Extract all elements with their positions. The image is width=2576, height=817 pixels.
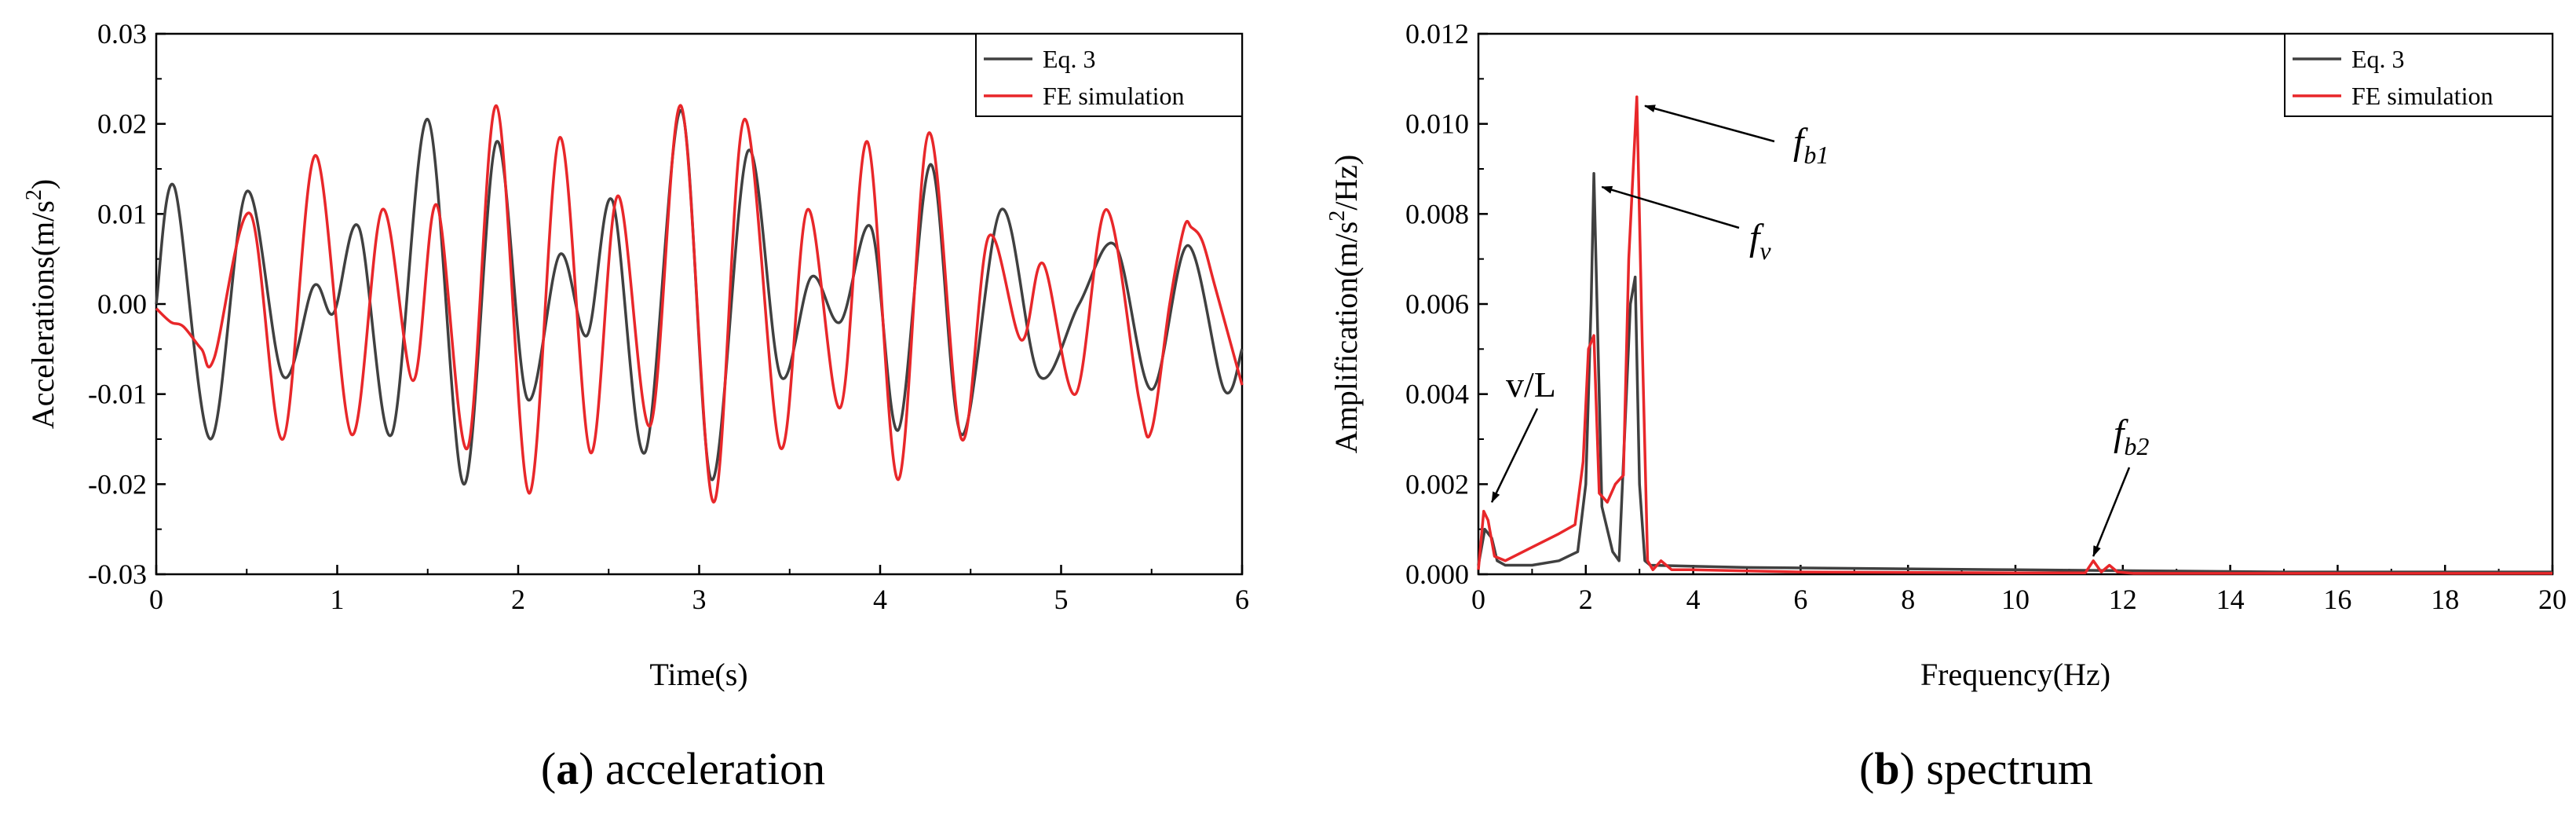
legend-box-b [2284, 33, 2553, 117]
y-axis-label-b: Amplification(m/s2/Hz) [1325, 155, 1364, 454]
annotation-fb1-sub: b1 [1803, 141, 1829, 169]
ticks-a: 0 1 2 3 4 5 6 -0.03 -0.02 -0.01 0.00 0.01 0.02 0.03 [88, 18, 1249, 615]
x-tick-label-b: 4 [1686, 584, 1701, 615]
y-axis-label-a-main: Accelerations(m/s [25, 200, 60, 429]
legend-label-eq3-b: Eq. 3 [2351, 45, 2405, 73]
series-line-fe-simulation-a [155, 104, 1244, 504]
annotation-fb2: fb2 [2114, 412, 2149, 460]
arrow-fb1 [1644, 104, 1775, 143]
arrow-vl [1490, 408, 1539, 504]
y-tick-label-a: 0.00 [97, 288, 147, 320]
annotation-fb1: fb1 [1793, 121, 1829, 169]
y-tick-label-a: 0.02 [97, 108, 147, 140]
x-tick-label-a: 2 [511, 584, 525, 615]
x-tick-label-b: 18 [2431, 584, 2459, 615]
y-tick-label-a: 0.03 [97, 18, 147, 49]
annotation-fv: fv [1749, 217, 1771, 265]
x-tick-label-b: 10 [2001, 584, 2030, 615]
x-tick-label-b: 16 [2323, 584, 2351, 615]
series-line-fe-simulation-b [1477, 95, 2552, 575]
x-tick-label-b: 12 [2109, 584, 2137, 615]
y-tick-label-a: -0.01 [88, 379, 147, 410]
x-tick-label-b: 6 [1793, 584, 1807, 615]
legend-b: Eq. 3 FE simulation [2284, 33, 2553, 117]
legend-label-eq3-a: Eq. 3 [1043, 45, 1096, 73]
y-tick-label-a: 0.01 [97, 198, 147, 229]
y-tick-label-b: 0.008 [1405, 198, 1469, 229]
y-axis-label-a: Accelerations(m/s2) [22, 179, 60, 429]
caption-a-letter: a [556, 743, 579, 794]
x-tick-label-a: 1 [331, 584, 345, 615]
x-tick-label-b: 20 [2538, 584, 2567, 615]
annotation-fb2-sub: b2 [2124, 432, 2149, 460]
x-tick-label-b: 2 [1579, 584, 1593, 615]
y-axis-label-a-tail: ) [25, 179, 60, 189]
x-axis-label-a: Time(s) [649, 657, 747, 692]
y-tick-label-a: -0.02 [88, 468, 147, 500]
legend-a: Eq. 3 FE simulation [975, 33, 1243, 117]
x-tick-label-b: 14 [2216, 584, 2245, 615]
y-tick-label-b: 0.000 [1405, 559, 1469, 590]
y-axis-label-b-main: Amplification(m/s [1328, 222, 1364, 454]
annotation-fv-sub: v [1759, 236, 1771, 265]
y-tick-label-b: 0.012 [1405, 18, 1469, 49]
caption-b: (b) spectrum [1859, 743, 2093, 794]
y-tick-label-a: -0.03 [88, 559, 147, 590]
x-tick-label-a: 5 [1054, 584, 1069, 615]
caption-b-text: ) spectrum [1900, 743, 2093, 794]
y-axis-label-b-tail: /Hz) [1328, 155, 1364, 211]
y-tick-label-b: 0.002 [1405, 468, 1469, 500]
panel-a: 0 1 2 3 4 5 6 -0.03 -0.02 -0.01 0.00 0.01 0.02 0.03 E… [22, 18, 1249, 794]
series-b [1477, 95, 2552, 575]
x-tick-label-a: 0 [149, 584, 163, 615]
legend-label-fe-a: FE simulation [1043, 82, 1184, 110]
legend-box-a [975, 33, 1243, 117]
y-axis-label-a-sup: 2 [22, 189, 46, 200]
caption-b-letter: b [1874, 743, 1899, 794]
panel-b: 0 2 4 6 8 10 12 14 16 18 20 0.000 0.002 0.004 0.006 0.0… [1325, 18, 2567, 794]
annotation-vl: v/L [1506, 365, 1556, 405]
y-tick-label-b: 0.004 [1405, 379, 1469, 410]
arrow-fb2 [2092, 467, 2131, 557]
y-axis-label-b-sup: 2 [1325, 211, 1350, 222]
x-tick-label-b: 0 [1471, 584, 1485, 615]
caption-a: (a) acceleration [541, 743, 825, 794]
y-tick-label-b: 0.006 [1405, 288, 1469, 320]
arrow-fv [1601, 185, 1740, 229]
caption-a-text: ) acceleration [579, 743, 825, 794]
x-tick-label-a: 4 [873, 584, 887, 615]
legend-label-fe-b: FE simulation [2351, 82, 2493, 110]
y-tick-label-b: 0.010 [1405, 108, 1469, 140]
x-axis-label-b: Frequency(Hz) [1920, 657, 2110, 692]
x-tick-label-a: 3 [692, 584, 707, 615]
ticks-b: 0 2 4 6 8 10 12 14 16 18 20 0.000 0.002 0.004 0.006 0.0… [1405, 18, 2567, 615]
x-tick-label-b: 8 [1901, 584, 1915, 615]
series-a [155, 104, 1244, 504]
x-tick-label-a: 6 [1235, 584, 1249, 615]
